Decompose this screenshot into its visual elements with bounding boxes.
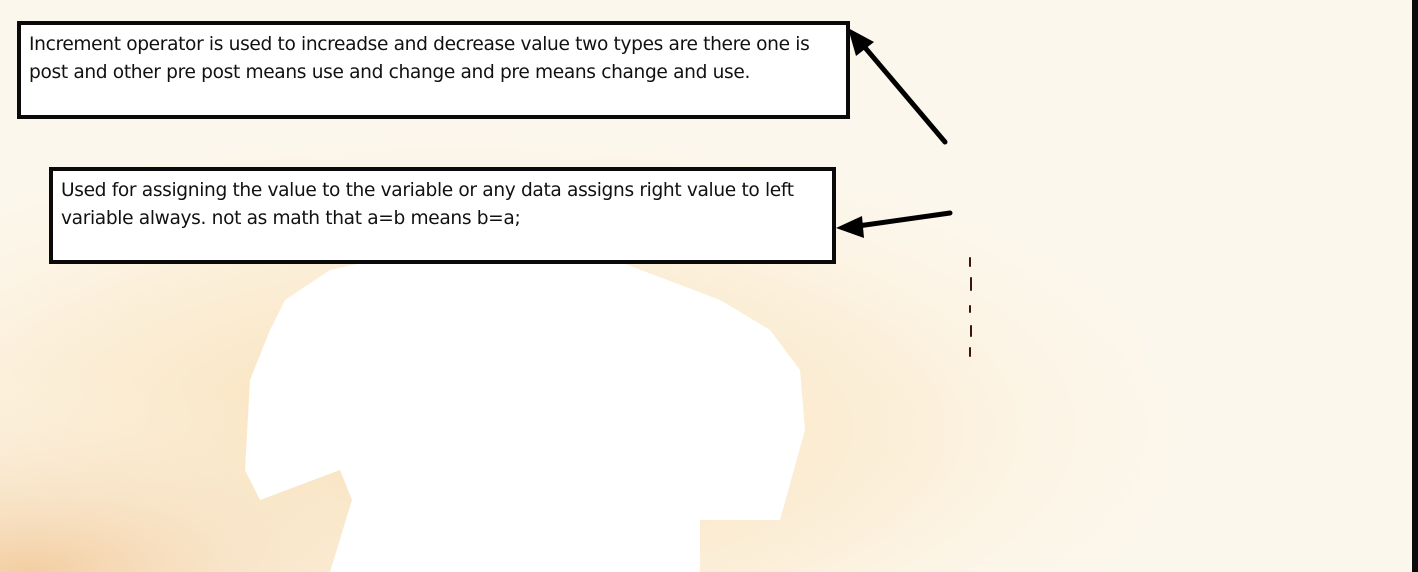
assignment-symbols: =	[1262, 210, 1289, 248]
bitwise-label: Bitwise	[957, 64, 1074, 100]
assignment-label: Assignment	[949, 198, 1166, 239]
bitwise-dash: ——	[1072, 66, 1128, 99]
logical-row: Logical —— &&, ||, !	[967, 0, 1279, 16]
arrow-to-increment-note	[848, 28, 948, 145]
continuation-dots	[969, 257, 972, 357]
increment-note-text: Increment operator is used to increadse …	[29, 34, 810, 83]
increment-note-box: Increment operator is used to increadse …	[17, 21, 850, 119]
assignment-row: Assignment —— =	[949, 198, 1289, 248]
assignment-dash: ——	[1140, 204, 1196, 237]
increment-label: Increment/Decrement	[947, 133, 1273, 167]
logical-label: Logical	[967, 0, 1086, 16]
increment-row: Increment/Decrement —— ++, --	[947, 133, 1389, 167]
bitwise-symbols: &, |, ~, ^	[1150, 65, 1294, 100]
logical-symbols: &&, ||, !	[1155, 0, 1279, 16]
bitwise-row: Bitwise —— &, |, ~, ^	[957, 64, 1294, 100]
arrow-to-assignment-note	[836, 210, 953, 238]
assignment-note-text: Used for assigning the value to the vari…	[61, 180, 794, 229]
increment-symbols: ++, --	[1305, 134, 1389, 167]
logical-dash: ——	[1082, 0, 1142, 16]
increment-dash: ——	[1208, 134, 1264, 167]
assignment-note-box: Used for assigning the value to the vari…	[49, 167, 836, 264]
